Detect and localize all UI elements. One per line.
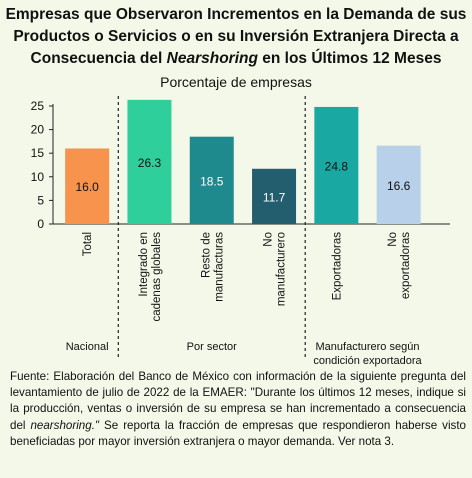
group-label-line: Por sector: [186, 341, 237, 353]
chart-title-italic: Nearshoring: [166, 50, 258, 67]
chart-title-line-3-start: Consecuencia del: [30, 50, 167, 67]
footnote-text-end: Se reporta la fracción de empresas que r…: [10, 418, 466, 448]
x-category-label: cadenas globales: [151, 232, 163, 322]
group-label-line: condición exportadora: [313, 355, 422, 367]
x-category-label: exportadoras: [400, 232, 412, 299]
bar-value-label: 26.3: [138, 156, 162, 170]
bar-value-label: 18.5: [200, 174, 224, 188]
group-label: Por sector: [110, 340, 313, 354]
chart-title-line-3: Consecuencia del Nearshoring en los Últi…: [0, 48, 472, 70]
bar: [65, 148, 110, 224]
bar-value-label: 11.7: [263, 190, 286, 204]
x-category-label: No: [263, 232, 275, 247]
y-tick-label: 5: [37, 193, 44, 207]
chart-title: Empresas que Observaron Incrementos en l…: [0, 4, 472, 70]
footnote-italic: nearshoring.": [30, 418, 100, 432]
x-category-label: No: [387, 232, 399, 247]
bar: [376, 145, 421, 224]
y-tick-label: 25: [31, 99, 45, 113]
footnote: Fuente: Elaboración del Banco de México …: [10, 369, 466, 450]
bar: [252, 168, 297, 224]
bar-value-label: 16.0: [75, 180, 99, 194]
x-category-label: manufacturas: [213, 232, 225, 302]
group-label: Nacional: [48, 340, 126, 354]
group-label: Manufacturero según condición exportadora: [297, 340, 438, 368]
bar-value-label: 24.8: [325, 159, 349, 173]
group-label-line: Nacional: [65, 341, 109, 353]
bar-chart: 0 5 10 15 20 25 16.0 26.3 18.5 11.7 24.8 16.6 Total I…: [31, 96, 450, 360]
chart-title-line-1: Empresas que Observaron Incrementos en l…: [5, 6, 467, 23]
bar: [314, 106, 359, 224]
bar-value-label: 16.6: [387, 179, 411, 193]
x-category-label: Total: [82, 232, 94, 256]
x-category-label: Integrado en: [138, 232, 150, 297]
group-label-line: Manufacturero según: [315, 341, 420, 353]
y-tick-label: 0: [37, 217, 44, 231]
bar: [189, 136, 234, 224]
y-tick-label: 10: [31, 170, 45, 184]
x-category-label: Resto de: [200, 232, 212, 278]
chart-title-line-3-end: en los Últimos 12 Meses: [257, 50, 442, 67]
chart-title-line-2: Productos o Servicios o en su Inversión …: [13, 28, 459, 45]
y-tick-label: 20: [31, 123, 45, 137]
footnote-text: Fuente: Elaboración del Banco de México …: [10, 370, 466, 432]
x-category-label: manufacturero: [276, 232, 288, 306]
x-category-label: Exportadoras: [331, 232, 343, 301]
bar: [127, 99, 172, 224]
y-tick-label: 15: [31, 146, 45, 160]
chart-subtitle: Porcentaje de empresas: [160, 74, 312, 90]
